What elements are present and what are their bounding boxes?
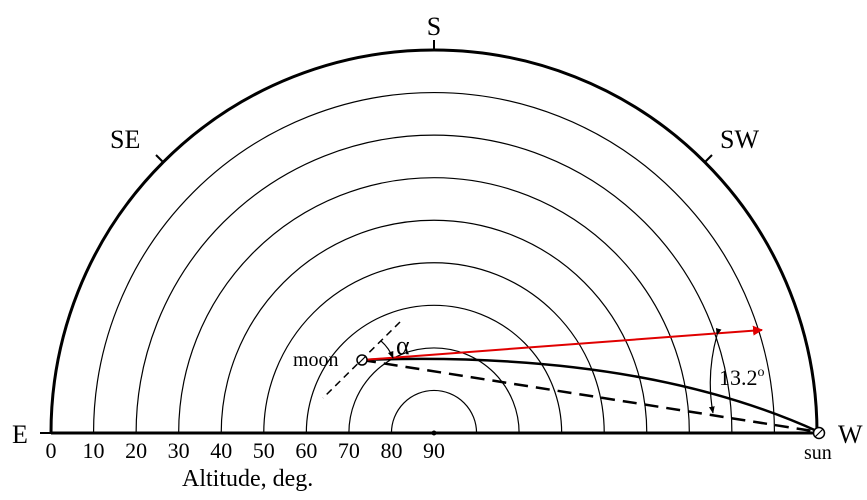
moon-sun-arc [361, 357, 820, 434]
moon-marker-cross [357, 355, 367, 365]
sun-label: sun [804, 442, 832, 464]
altitude-tick-40: 40 [210, 438, 232, 463]
altitude-tick-30: 30 [168, 438, 190, 463]
altitude-circle-80 [390, 389, 478, 434]
altitude-circle-30 [178, 177, 690, 434]
angle-value-label: 13.2o [719, 365, 765, 390]
horizon-circle [49, 48, 819, 434]
red-direction-arrow [361, 325, 763, 361]
altitude-tick-0: 0 [46, 438, 57, 463]
alpha-label: α [396, 331, 410, 360]
angle-degree-sign: o [758, 365, 765, 380]
altitude-tick-70: 70 [338, 438, 360, 463]
altitude-circle-20 [135, 134, 733, 434]
sun-angle-arc [708, 327, 722, 414]
southwest-tick [704, 154, 713, 163]
altitude-tick-60: 60 [295, 438, 317, 463]
altitude-circle-10 [92, 91, 776, 434]
moon-label: moon [293, 349, 339, 371]
altitude-axis-label: Altitude, deg. [182, 466, 313, 492]
altitude-tick-20: 20 [125, 438, 147, 463]
altitude-tick-labels: 0 10 20 30 40 50 60 70 80 90 [46, 438, 446, 463]
label-east: E [12, 420, 28, 449]
altitude-tick-10: 10 [83, 438, 105, 463]
moon-sun-dashed-line [361, 358, 820, 434]
alpha-angle-arc [380, 340, 394, 359]
altitude-circle-40 [220, 219, 648, 434]
sun-marker-cross [814, 428, 824, 438]
zenith-dot [431, 430, 437, 436]
label-southwest: SW [720, 125, 759, 154]
southeast-tick [155, 154, 164, 163]
altitude-tick-90: 90 [423, 438, 445, 463]
label-south: S [427, 12, 441, 41]
altitude-circles [49, 48, 819, 434]
altitude-tick-50: 50 [253, 438, 275, 463]
label-southeast: SE [110, 125, 140, 154]
altitude-circle-60 [305, 304, 563, 434]
altitude-circle-70 [348, 347, 520, 434]
label-west: W [838, 420, 863, 449]
altitude-circle-50 [263, 262, 605, 434]
altitude-tick-80: 80 [380, 438, 402, 463]
